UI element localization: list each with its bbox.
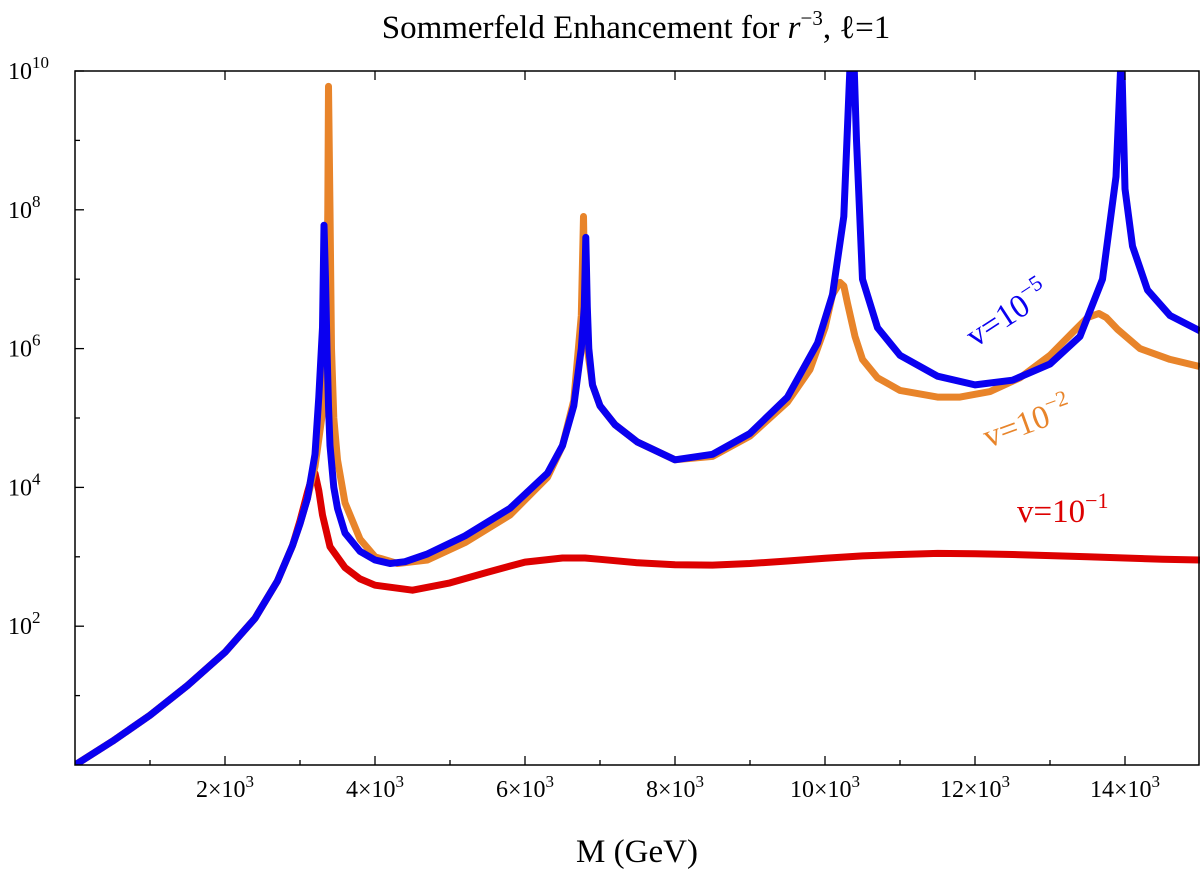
y-tick-label: 102 [8,608,41,640]
series-line-2 [75,71,1200,765]
x-tick-label: 10×103 [790,772,860,803]
series-labels: v=10−1 v=10−2 v=10−5 [956,270,1109,530]
x-tick-label: 14×103 [1090,772,1160,803]
title-exponent: −3 [801,6,823,30]
series-label-0: v=10−1 [1017,488,1109,530]
title-suffix: , ℓ=1 [823,10,890,46]
x-tick-label: 6×103 [496,772,554,803]
x-tick-label: 8×103 [646,772,704,803]
title-r: r [788,10,801,46]
x-axis-ticks: 2×103 4×103 6×103 8×103 10×103 12×103 14×103 [149,71,1160,803]
chart-title: Sommerfeld Enhancement for r−3, ℓ=1 [382,6,891,46]
y-axis-ticks: 102 104 106 108 1010 [8,53,84,697]
x-tick-label: 12×103 [940,772,1010,803]
x-axis-label: M (GeV) [576,834,698,870]
series-label-2: v=10−5 [956,270,1056,355]
plot-area [75,71,1200,765]
y-tick-label: 104 [8,469,41,501]
series-label-1: v=10−2 [976,385,1076,456]
x-tick-label: 4×103 [346,772,404,803]
y-tick-label: 1010 [8,53,49,85]
y-tick-label: 108 [8,192,41,224]
title-prefix: Sommerfeld Enhancement for [382,10,788,46]
x-tick-label: 2×103 [196,772,254,803]
y-tick-label: 106 [8,331,41,363]
